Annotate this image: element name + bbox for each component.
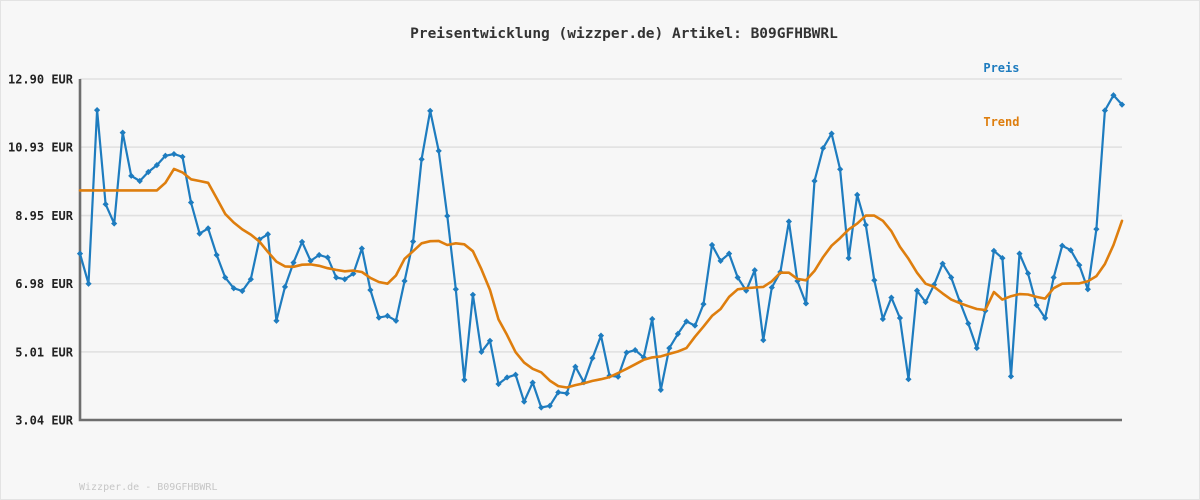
y-axis-tick-label: 10.93 EUR	[8, 141, 74, 155]
watermark: Wizzper.de - B09GFHBWRL	[79, 482, 218, 493]
y-axis-tick-label: 12.90 EUR	[8, 73, 74, 87]
y-axis-tick-label: 8.95 EUR	[15, 209, 74, 223]
trend-line	[78, 167, 1124, 389]
legend-label-trend: Trend	[983, 115, 1020, 129]
legend-item-trend: Trend	[940, 95, 1019, 149]
price-line	[78, 94, 1124, 409]
chart-legend: Preis Trend	[940, 41, 1019, 149]
legend-label-preis: Preis	[983, 61, 1020, 75]
y-axis-tick-label: 6.98 EUR	[15, 277, 74, 291]
y-axis-tick-label: 3.04 EUR	[15, 414, 74, 428]
y-axis-tick-label: 5.01 EUR	[15, 345, 74, 359]
legend-item-preis: Preis	[940, 41, 1019, 95]
axis-spines	[78, 79, 1122, 422]
price-markers	[76, 92, 1126, 411]
chart-title: Preisentwicklung (wizzper.de) Artikel: B…	[410, 26, 838, 42]
